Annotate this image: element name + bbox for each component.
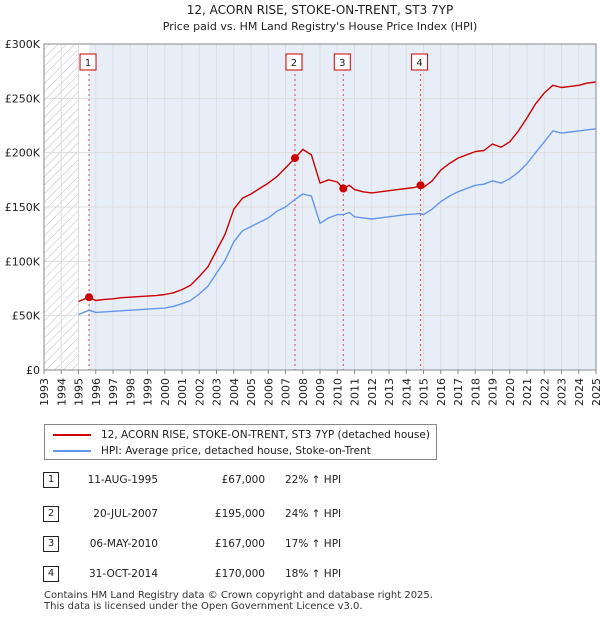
x-tick-label: 2023 — [556, 378, 569, 406]
x-tick-label: 1993 — [38, 378, 51, 406]
x-tick-label: 2011 — [349, 378, 362, 406]
sale-labels: 1 2 3 4 — [79, 53, 429, 71]
table-row: 3 06-MAY-2010 £167,000 17% ↑ HPI — [0, 532, 600, 556]
x-tick-label: 2006 — [262, 378, 275, 406]
x-tick-label: 2022 — [538, 378, 551, 406]
y-tick-label: £150K — [5, 201, 41, 214]
sale-point — [85, 293, 94, 302]
footer-line-licence: This data is licensed under the Open Gov… — [44, 601, 363, 612]
legend-swatch-hpi — [53, 450, 91, 452]
chart-subtitle: Price paid vs. HM Land Registry's House … — [163, 20, 478, 33]
table-row: 4 31-OCT-2014 £170,000 18% ↑ HPI — [0, 562, 600, 586]
footer-line-copyright: Contains HM Land Registry data © Crown c… — [44, 590, 433, 601]
sale-label-number: 4 — [416, 58, 422, 69]
sale-date: 06-MAY-2010 — [89, 538, 158, 550]
x-tick-label: 1996 — [90, 378, 103, 406]
footer-attribution: Contains HM Land Registry data © Crown c… — [44, 590, 433, 612]
x-tick-label: 2021 — [521, 378, 534, 406]
x-tick-label: 2004 — [228, 378, 241, 406]
legend-label-property: 12, ACORN RISE, STOKE-ON-TRENT, ST3 7YP … — [101, 429, 430, 441]
hpi-series-line — [78, 128, 596, 316]
legend-item-property: 12, ACORN RISE, STOKE-ON-TRENT, ST3 7YP … — [53, 427, 430, 443]
sale-hpi-change: 22% ↑ HPI — [285, 474, 342, 486]
sale-points — [85, 154, 425, 302]
y-tick-label: £200K — [5, 147, 41, 160]
x-tick-label: 2001 — [176, 378, 189, 406]
x-tick-label: 2014 — [400, 378, 413, 406]
sale-point — [416, 181, 425, 190]
sale-label-number: 2 — [291, 58, 297, 69]
sale-label-box — [285, 53, 303, 71]
sale-date: 20-JUL-2007 — [93, 508, 158, 520]
x-tick-label: 1999 — [142, 378, 155, 406]
sale-hpi-change: 18% ↑ HPI — [285, 568, 342, 580]
sale-price: £167,000 — [214, 538, 265, 550]
y-tick-label: £0 — [26, 364, 40, 377]
sale-point — [339, 184, 348, 193]
sale-date: 31-OCT-2014 — [89, 568, 158, 580]
sale-number-badge: 2 — [43, 506, 59, 522]
legend-swatch-property — [53, 434, 91, 436]
sale-hpi-change: 24% ↑ HPI — [285, 508, 342, 520]
x-tick-label: 1998 — [124, 378, 137, 406]
sale-number-badge: 4 — [43, 566, 59, 582]
x-tick-label: 2005 — [245, 378, 258, 406]
sale-number-badge: 3 — [43, 536, 59, 552]
x-tick-label: 2007 — [280, 378, 293, 406]
x-tick-label: 2008 — [297, 378, 310, 406]
sale-point — [290, 154, 299, 163]
sale-price: £170,000 — [214, 568, 265, 580]
sale-price: £195,000 — [214, 508, 265, 520]
legend-label-hpi: HPI: Average price, detached house, Stok… — [101, 445, 371, 457]
sale-price: £67,000 — [221, 474, 265, 486]
x-tick-label: 2009 — [314, 378, 327, 406]
x-tick-label: 2012 — [366, 378, 379, 406]
sale-marker-lines — [88, 74, 422, 370]
x-tick-label: 2016 — [435, 378, 448, 406]
y-tick-label: £300K — [5, 38, 41, 51]
legend-item-hpi: HPI: Average price, detached house, Stok… — [53, 443, 371, 459]
x-tick-label: 1994 — [55, 378, 68, 406]
x-tick-label: 2024 — [573, 378, 586, 406]
sale-label-box — [411, 53, 429, 71]
x-tick-label: 2020 — [504, 378, 517, 406]
y-tick-label: £50K — [12, 310, 41, 323]
grid-lines — [43, 43, 597, 371]
x-tick-label: 2013 — [383, 378, 396, 406]
y-tick-label: £100K — [5, 255, 41, 268]
axes: £0 £50K £100K £150K £200K £250K £300K 1993 1994 1… — [5, 38, 600, 406]
sale-date: 11-AUG-1995 — [87, 474, 158, 486]
chart-title: 12, ACORN RISE, STOKE-ON-TRENT, ST3 7YP — [187, 3, 454, 17]
sale-label-box — [79, 53, 97, 71]
x-tick-label: 2018 — [469, 378, 482, 406]
sale-label-number: 1 — [85, 58, 91, 69]
x-tick-label: 2000 — [159, 378, 172, 406]
price-chart: 12, ACORN RISE, STOKE-ON-TRENT, ST3 7YP … — [5, 3, 600, 406]
table-row: 2 20-JUL-2007 £195,000 24% ↑ HPI — [0, 502, 600, 526]
sale-number-badge: 1 — [43, 472, 59, 488]
chart-legend: 12, ACORN RISE, STOKE-ON-TRENT, ST3 7YP … — [44, 424, 437, 460]
x-tick-label: 1995 — [73, 378, 86, 406]
x-tick-label: 2015 — [418, 378, 431, 406]
y-tick-label: £250K — [5, 92, 41, 105]
x-tick-label: 2003 — [211, 378, 224, 406]
sale-hpi-change: 17% ↑ HPI — [285, 538, 342, 550]
sale-label-number: 3 — [339, 58, 345, 69]
x-tick-label: 2010 — [331, 378, 344, 406]
sale-label-box — [333, 53, 351, 71]
x-tick-label: 2002 — [193, 378, 206, 406]
x-tick-label: 2025 — [590, 378, 600, 406]
x-tick-label: 2019 — [487, 378, 500, 406]
table-row: 1 11-AUG-1995 £67,000 22% ↑ HPI — [0, 468, 600, 492]
x-tick-label: 1997 — [107, 378, 120, 406]
x-tick-label: 2017 — [452, 378, 465, 406]
